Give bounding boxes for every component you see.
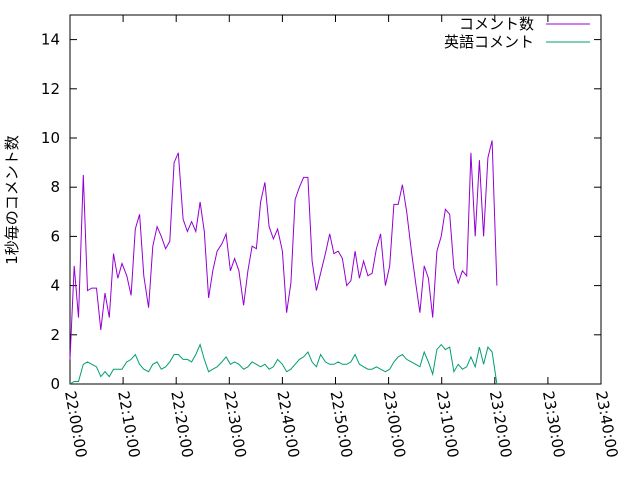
series-line-2	[69, 343, 498, 385]
x-tick-label: 23:20:00	[486, 390, 515, 459]
axes: 0 2 4 6 8 10 12 14 22:00:00 22:10:00 22:20:00 22:30…	[41, 14, 621, 459]
y-tick-label: 14	[41, 31, 60, 49]
legend-label-1: コメント数	[459, 15, 534, 33]
y-tick-label: 2	[50, 326, 60, 344]
x-tick-label: 23:10:00	[433, 390, 462, 459]
x-tick-label: 22:00:00	[61, 390, 90, 459]
x-tick-label: 22:30:00	[220, 390, 249, 459]
y-tick-label: 6	[50, 227, 60, 245]
y-tick-label: 12	[41, 80, 60, 98]
x-tick-label: 23:40:00	[592, 390, 621, 459]
legend-label-2: 英語コメント	[444, 33, 534, 51]
x-tick-label: 22:20:00	[167, 390, 196, 459]
y-tick-label: 4	[50, 277, 60, 295]
series-line-1	[69, 140, 498, 360]
x-tick-label: 22:10:00	[114, 390, 143, 459]
series-layer	[69, 140, 498, 385]
x-tick-label: 23:30:00	[539, 390, 568, 459]
x-tick-label: 23:00:00	[380, 390, 409, 459]
x-tick-label: 22:40:00	[273, 390, 302, 459]
y-tick-label: 8	[50, 178, 60, 196]
plot-frame	[69, 14, 602, 385]
y-axis-label: 1秒毎のコメント数	[3, 135, 21, 265]
x-tick-label: 22:50:00	[327, 390, 356, 459]
y-tick-label: 10	[41, 129, 60, 147]
y-tick-label: 0	[50, 375, 60, 393]
